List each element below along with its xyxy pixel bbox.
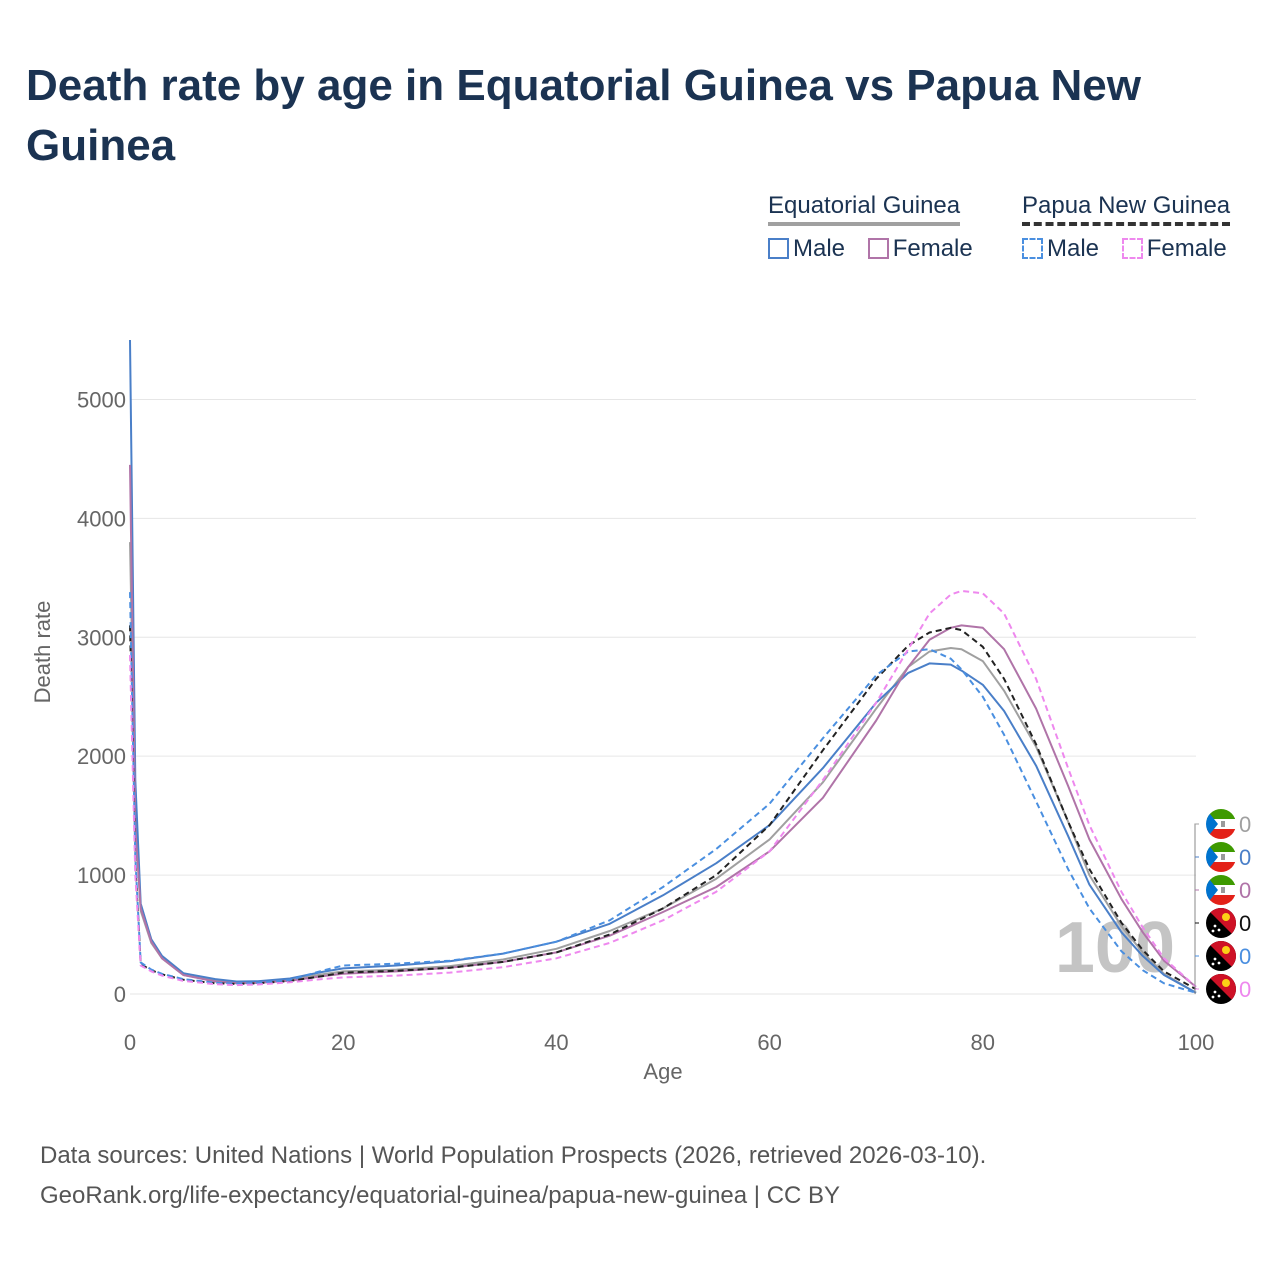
end-labels: 0 0 0 0 0 0 [1194,809,1251,1004]
flag-bird [1222,913,1230,921]
flag-body [1206,974,1236,1004]
flag-body [1206,875,1236,905]
flag-bird [1222,979,1230,987]
x-tick-label: 80 [971,1030,995,1055]
axes: 0 1000 2000 3000 4000 5000 0 20 40 60 80 100 Age Deat… [30,387,1214,1084]
end-label-value: 0 [1239,911,1251,936]
series-line-equatorial-guinea-female [129,464,1197,988]
x-tick-label: 0 [124,1030,136,1055]
flag-triangle [1206,842,1218,872]
legend-country-label: Papua New Guinea [1022,192,1231,226]
legend-item-female[interactable]: Female [867,234,973,263]
flag-body [1206,809,1236,839]
flag-body [1206,908,1236,938]
legend-item-female[interactable]: Female [1121,234,1227,263]
flag-star [1211,995,1215,999]
flag-stripe-red [1206,895,1236,905]
papua-new-guinea-flag-icon [1206,908,1236,938]
papua-new-guinea-flag-icon [1206,941,1236,971]
series-line-equatorial-guinea-male [129,339,1197,994]
equatorial-guinea-flag-icon [1206,809,1236,839]
flag-body [1206,941,1236,971]
x-tick-label: 40 [544,1030,568,1055]
flag-stripe-red [1206,862,1236,872]
legend-item-label: Female [892,234,973,262]
legend-swatch-male [1022,237,1043,259]
age-watermark: 100 [1055,908,1175,988]
papua-new-guinea-flag-icon [1206,974,1236,1004]
y-tick-label: 5000 [77,387,126,412]
series-line-papua-new-guinea [129,625,1197,991]
source-note: Data sources: United Nations | World Pop… [40,1142,987,1169]
legend-swatch-female [867,237,889,259]
flag-emblem [1221,887,1225,893]
y-tick-label: 0 [114,982,126,1007]
y-tick-label: 2000 [77,744,126,769]
flag-star [1217,928,1221,932]
source-url[interactable]: GeoRank.org/life-expectancy/equatorial-g… [40,1182,841,1209]
flag-stripe-green [1206,842,1236,852]
flag-star [1211,929,1215,933]
x-tick-label: 20 [331,1030,355,1055]
end-label-bracket [1194,823,1199,994]
x-axis-title: Age [643,1059,682,1084]
end-label-value: 0 [1239,812,1251,837]
flag-star [1213,957,1217,961]
flag-stripe-green [1206,875,1236,885]
series-line-papua-new-guinea-female [129,589,1197,988]
y-tick-label: 4000 [77,506,126,531]
end-label-value: 0 [1239,977,1251,1002]
flag-triangle [1206,809,1218,839]
flag-star [1213,990,1217,994]
series-group [129,339,1197,994]
x-tick-label: 100 [1178,1030,1215,1055]
flag-triangle [1206,875,1218,905]
chart-title: Death rate by age in Equatorial Guinea v… [26,61,1141,170]
flag-star [1211,962,1215,966]
end-label-value: 0 [1239,878,1251,903]
legend-item-label: Male [793,234,846,262]
flag-body [1206,842,1236,872]
legend: Equatorial Guinea Male Female Papua New … [760,192,1240,272]
legend-item-male[interactable]: Male [1022,235,1099,263]
flag-bird [1222,946,1230,954]
footer: Data sources: United Nations | World Pop… [40,1136,986,1216]
legend-swatch-male [768,237,789,259]
flag-stripe-red [1206,829,1236,839]
y-tick-label: 1000 [77,863,126,888]
flag-stripe-green [1206,809,1236,819]
legend-group-equatorial-guinea[interactable]: Equatorial Guinea Male Female [768,192,989,263]
equatorial-guinea-flag-icon [1206,842,1236,872]
flag-emblem [1221,821,1225,827]
legend-item-label: Male [1047,234,1100,262]
legend-item-male[interactable]: Male [768,235,845,263]
flag-star [1213,924,1217,928]
y-tick-label: 3000 [77,625,126,650]
flag-star [1217,961,1221,965]
legend-group-papua-new-guinea[interactable]: Papua New Guinea Male Female [1022,192,1243,263]
grid [130,398,1196,995]
flag-emblem [1221,854,1225,860]
end-label-value: 0 [1239,845,1251,870]
end-label-value: 0 [1239,944,1251,969]
legend-item-label: Female [1146,234,1227,262]
x-tick-label: 60 [757,1030,781,1055]
legend-swatch-female [1121,237,1143,259]
flag-star [1217,994,1221,998]
legend-country-label: Equatorial Guinea [768,192,961,226]
equatorial-guinea-flag-icon [1206,875,1236,905]
series-line-papua-new-guinea-male [129,592,1197,994]
y-axis-title: Death rate [30,601,55,704]
